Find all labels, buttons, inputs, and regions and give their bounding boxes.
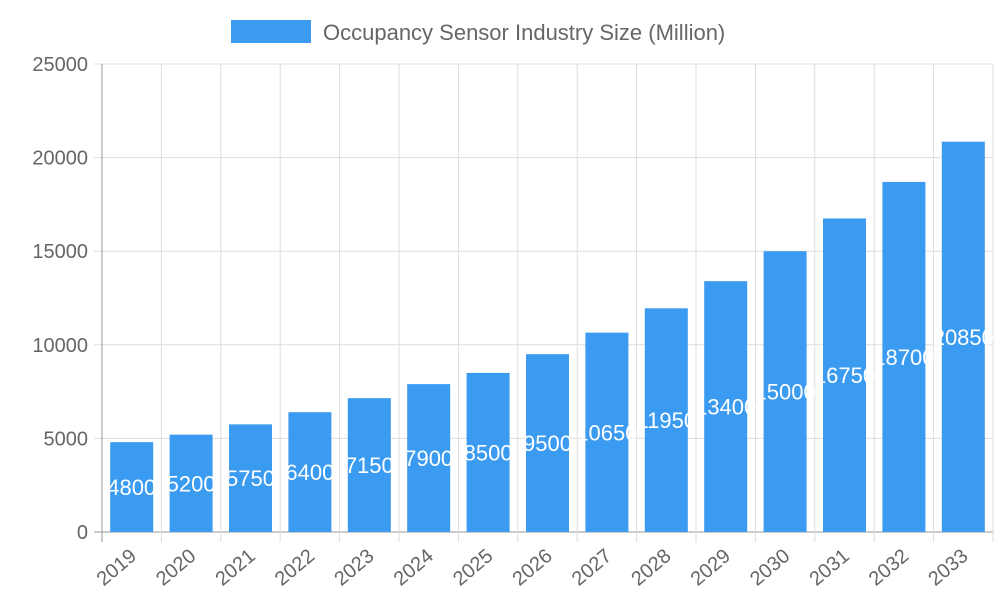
x-tick-label: 2028 (627, 545, 675, 590)
x-tick-label: 2032 (865, 545, 913, 590)
x-tick-label: 2031 (805, 545, 853, 590)
bar-2032 (882, 181, 926, 532)
y-tick-label: 15000 (32, 241, 88, 263)
bar-2025 (466, 372, 510, 532)
x-tick-label: 2023 (330, 545, 378, 590)
x-tick-label: 2026 (508, 545, 556, 590)
data-label: 7150 (345, 453, 394, 478)
data-label: 10650 (576, 420, 637, 445)
data-label: 5200 (167, 471, 216, 496)
data-label: 18700 (873, 345, 934, 370)
data-label: 9500 (523, 431, 572, 456)
data-label: 5750 (226, 466, 275, 491)
y-tick-label: 10000 (32, 335, 88, 357)
x-tick-label: 2019 (93, 545, 141, 590)
bar-2028 (644, 308, 688, 532)
data-label: 20850 (933, 325, 994, 350)
bar-2024 (407, 384, 451, 532)
bar-2019 (110, 442, 154, 532)
bar-2021 (229, 424, 272, 532)
bar-2031 (823, 218, 866, 532)
y-tick-label: 5000 (44, 428, 89, 450)
legend-swatch (231, 20, 311, 43)
x-tick-label: 2022 (271, 545, 319, 590)
bar-2023 (347, 398, 391, 532)
data-label: 8500 (464, 440, 513, 465)
data-label: 4800 (107, 475, 156, 500)
data-label: 15000 (755, 380, 816, 405)
bar-2029 (704, 281, 748, 532)
x-tick-label: 2025 (449, 545, 497, 590)
bar-2022 (288, 412, 332, 532)
y-tick-label: 0 (77, 522, 88, 544)
bar-2033 (941, 141, 985, 533)
x-tick-label: 2024 (390, 545, 438, 590)
x-tick-label: 2021 (211, 545, 259, 590)
x-tick-label: 2033 (924, 545, 972, 590)
y-tick-label: 20000 (32, 148, 88, 170)
data-label: 6400 (285, 460, 334, 485)
x-tick-label: 2029 (687, 545, 735, 590)
x-tick-label: 2020 (152, 545, 200, 590)
data-label: 11950 (637, 408, 697, 433)
x-tick-label: 2030 (746, 545, 794, 590)
bar-2027 (585, 332, 629, 532)
data-label: 16750 (814, 363, 875, 388)
bar-2030 (763, 251, 807, 532)
legend-label: Occupancy Sensor Industry Size (Million) (323, 20, 725, 45)
bar-2026 (526, 354, 569, 532)
bar-2020 (169, 434, 213, 532)
data-label: 7900 (404, 446, 453, 471)
x-tick-label: 2027 (568, 545, 616, 590)
data-label: 13400 (695, 395, 756, 420)
y-tick-label: 25000 (32, 54, 88, 76)
